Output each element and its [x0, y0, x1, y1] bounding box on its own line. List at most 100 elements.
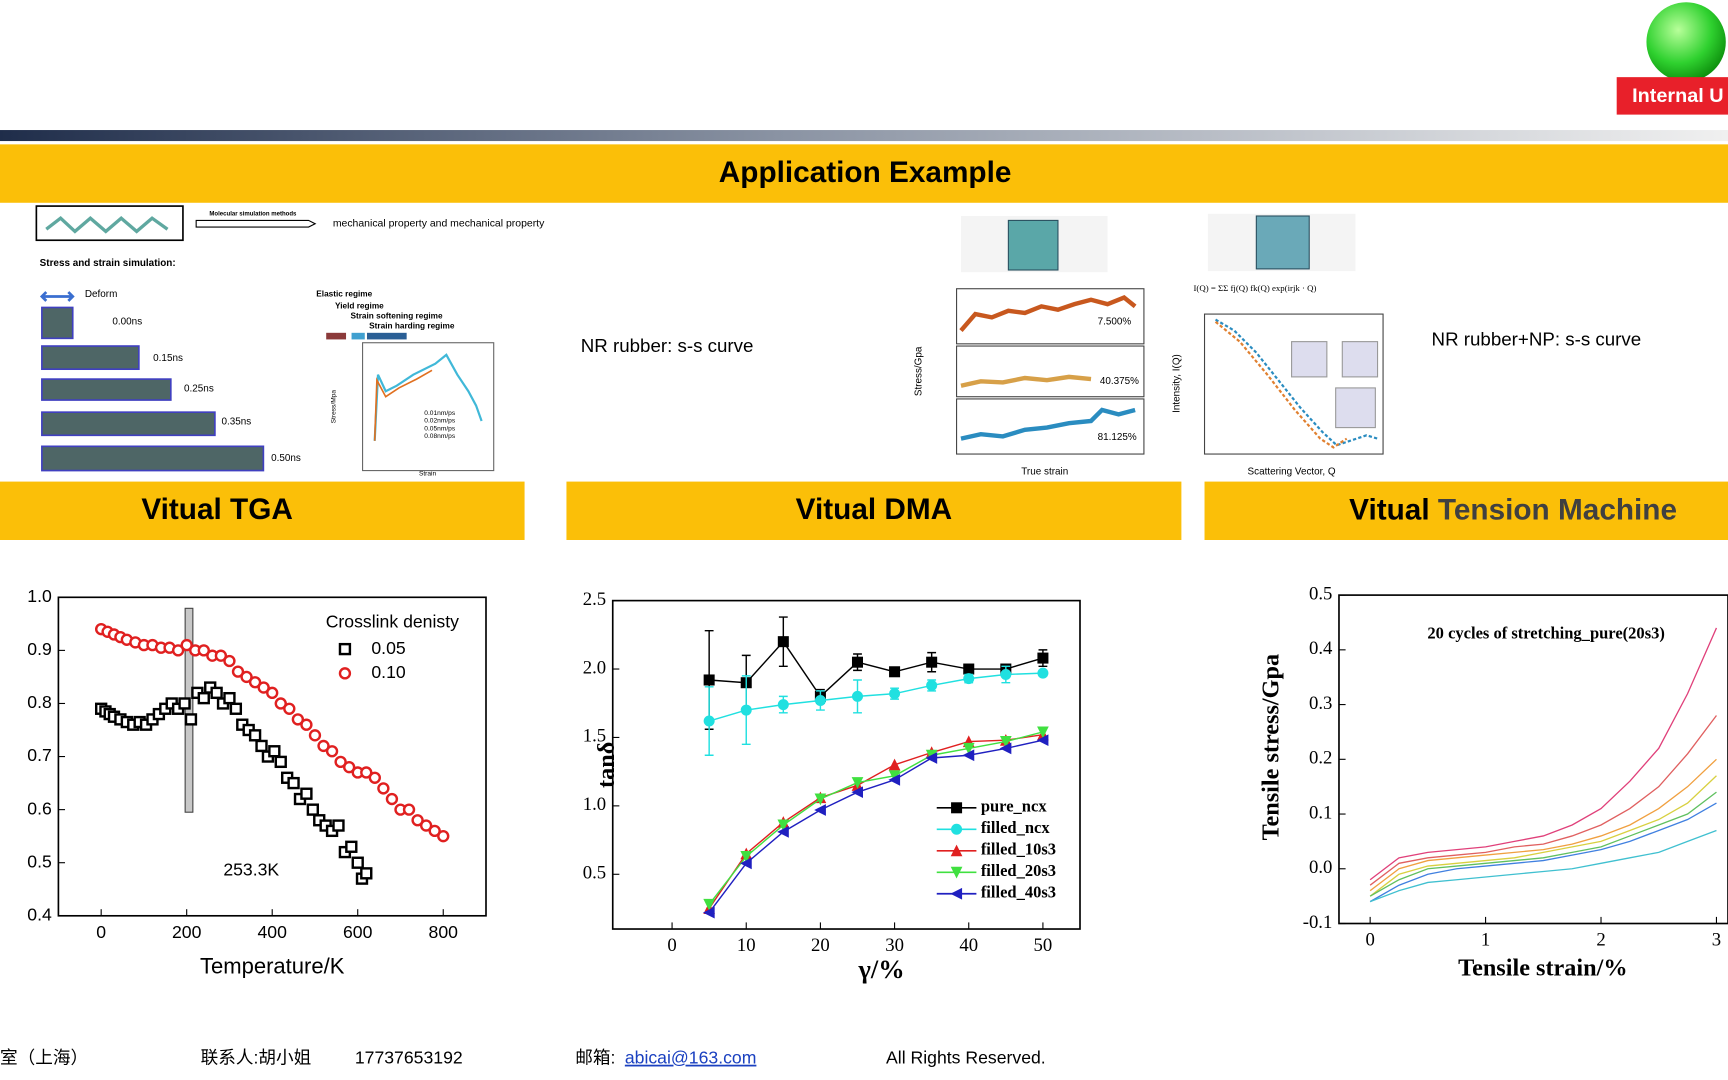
marker: [317, 739, 330, 753]
section-note: Stress and strain simulation:: [40, 258, 176, 269]
x-axis-label: γ/%: [858, 954, 905, 984]
plot-frame: [1338, 594, 1728, 925]
marker: [1036, 734, 1049, 747]
marker: [306, 803, 319, 816]
x-tick-label: 20: [811, 935, 830, 956]
strain-label: 81.125%: [1098, 432, 1137, 443]
x-tick-label: 200: [172, 922, 202, 942]
mini-ylabel: Intensity, I(Q): [1172, 354, 1183, 413]
marker: [926, 656, 938, 668]
marker: [411, 814, 424, 827]
mini-plot: [956, 398, 1145, 455]
y-tick-label: 0.4: [27, 904, 52, 924]
method-result: mechanical property and mechanical prope…: [333, 218, 545, 229]
marker: [740, 704, 752, 716]
regime-label: Elastic regime: [316, 289, 372, 298]
series-line: [1369, 791, 1717, 897]
series-line: [1369, 775, 1717, 897]
y-tick-label: 0.2: [1309, 748, 1332, 769]
marker: [345, 840, 358, 853]
mini-curve: [959, 295, 1137, 333]
snapshot: [1255, 215, 1310, 270]
regime-label: Yield regime: [335, 302, 384, 311]
x-tick-label: 2: [1596, 929, 1605, 950]
series-line: [708, 734, 1044, 909]
mini-xlabel: Scattering Vector, Q: [1248, 466, 1336, 477]
marker: [325, 745, 339, 758]
annotation: 253.3K: [223, 859, 279, 879]
marker: [360, 766, 373, 779]
mini-ylabel: Stress/Gpa: [914, 346, 925, 396]
sim-box: [41, 445, 265, 472]
marker: [740, 850, 753, 863]
marker: [851, 690, 864, 702]
mini-curve: [373, 369, 433, 441]
marker: [342, 760, 356, 774]
mini-xlabel: Strain: [419, 471, 437, 478]
gradient-bar: [0, 130, 1728, 142]
x-tick-label: 400: [257, 922, 287, 942]
footer-mail[interactable]: abicai@163.com: [625, 1048, 757, 1068]
marker: [178, 697, 191, 710]
marker: [962, 742, 975, 755]
marker: [368, 771, 381, 784]
mini-legend: 0.08nm/ps: [424, 433, 456, 440]
chart-title: 20 cycles of stretching_pure(20s3): [1427, 624, 1664, 643]
section-title: Vitual DMA: [796, 493, 952, 526]
marker: [925, 752, 938, 764]
y-tick-label: 2.0: [583, 657, 606, 678]
marker: [814, 793, 827, 806]
snapshot: [1007, 219, 1059, 271]
slide-title: Application Example: [719, 156, 1012, 189]
section-band: [0, 481, 525, 540]
regime-label: Strain harding regime: [369, 321, 455, 330]
marker: [184, 713, 198, 726]
y-tick-label: 0.3: [1309, 693, 1332, 714]
series-line: [1369, 627, 1718, 881]
badge-text: Internal U: [1632, 85, 1723, 107]
strain-label: 40.375%: [1100, 376, 1139, 387]
marker: [703, 715, 715, 727]
marker: [1000, 668, 1012, 681]
legend-marker: [951, 823, 963, 835]
y-axis-label: Tensile stress/Gpa: [1257, 654, 1284, 841]
chart: 0 1 2 3 -0.1 0.0 0.1 0.2 0.3 0.4 0.5 Tensile strain…: [1257, 583, 1728, 981]
marker: [257, 681, 270, 694]
molecule: [45, 216, 169, 234]
x-tick-label: 1: [1481, 929, 1490, 950]
y-tick-label: 0.5: [583, 863, 606, 884]
marker: [360, 867, 373, 880]
legend-marker: [950, 866, 963, 879]
legend-label: filled_ncx: [981, 818, 1051, 837]
section-band: [1204, 481, 1728, 540]
marker: [888, 774, 901, 786]
plot-area: [702, 616, 1049, 919]
mini-curve: [1214, 320, 1348, 449]
marker: [703, 898, 716, 911]
x-tick-label: 50: [1034, 935, 1053, 956]
x-tick-label: 800: [429, 922, 459, 942]
formula: I(Q) = ΣΣ fj(Q) fk(Q) exp(irjk · Q): [1194, 283, 1317, 293]
footer-rights: All Rights Reserved.: [886, 1048, 1046, 1068]
series-line: [708, 731, 1044, 905]
y-axis-label: tanδ: [593, 742, 620, 788]
marker: [210, 686, 223, 700]
mini-plot: [1203, 313, 1384, 455]
sim-box: [41, 411, 216, 437]
marker: [308, 729, 322, 742]
caption: NR rubber: s-s curve: [581, 335, 754, 356]
marker: [777, 819, 790, 832]
marker: [266, 686, 279, 700]
y-tick-label: 1.0: [583, 794, 606, 815]
marker: [300, 787, 313, 800]
mini-ylabel: Stress/Mpa: [331, 390, 338, 424]
series-line: [1369, 829, 1717, 903]
section-title: Vitual Tension Machine: [1349, 493, 1677, 526]
y-tick-label: 0.6: [27, 798, 52, 818]
strain-label: 7.500%: [1098, 316, 1132, 327]
caption: NR rubber+NP: s-s curve: [1432, 328, 1642, 349]
regime-bar: [326, 332, 347, 340]
x-axis-label: Temperature/K: [200, 953, 345, 978]
marker: [385, 792, 399, 806]
